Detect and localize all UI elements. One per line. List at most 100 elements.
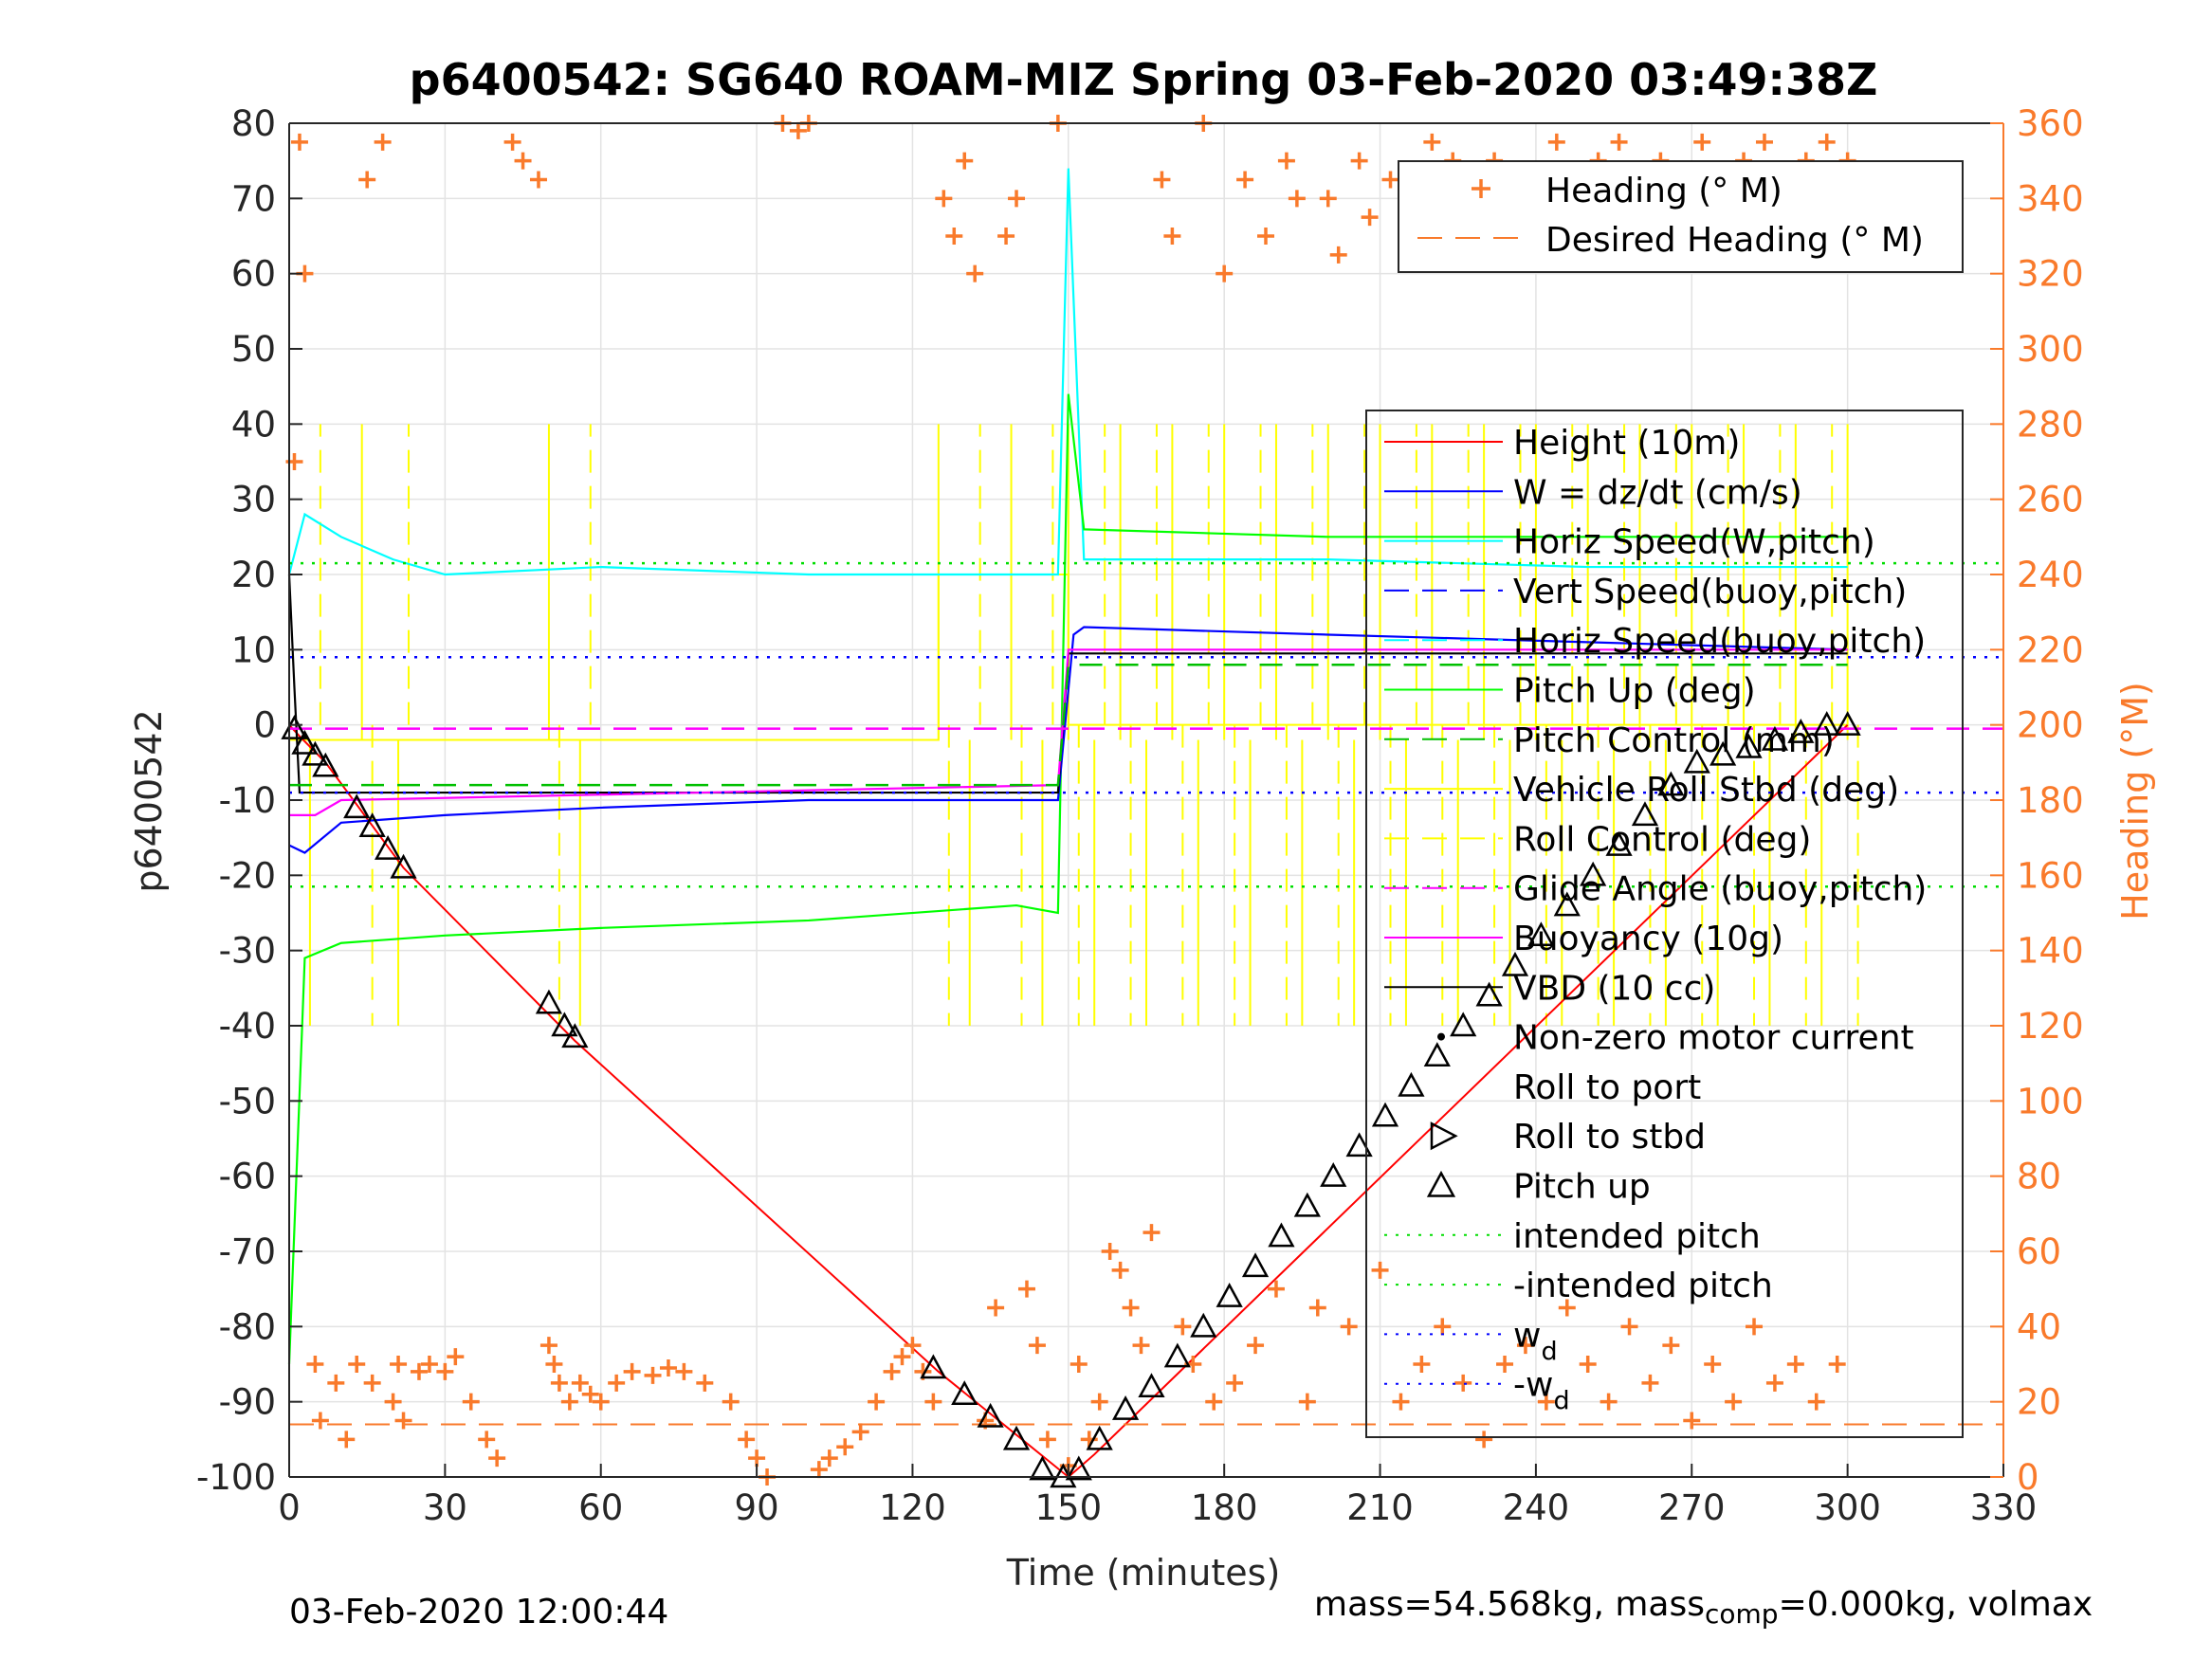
heading-marker (384, 1393, 402, 1411)
y-tick-label: -90 (219, 1382, 276, 1423)
heading-marker (1413, 1356, 1431, 1373)
heading-marker (394, 1412, 412, 1430)
y-tick-label: 30 (231, 480, 276, 520)
x-tick-label: 210 (1346, 1487, 1414, 1528)
legend-label: Pitch Up (deg) (1513, 672, 1756, 711)
pitch-up-marker (551, 1012, 578, 1037)
heading-marker (1247, 1337, 1265, 1355)
pitch-up-marker (1398, 1071, 1425, 1097)
y-right-tick-label: 300 (2017, 329, 2084, 370)
heading-marker (1496, 1356, 1514, 1373)
heading-marker (1008, 190, 1026, 208)
heading-marker (1319, 190, 1337, 208)
pitch-up-marker (1761, 725, 1789, 751)
y-right-tick-label: 140 (2017, 931, 2084, 972)
legend-heading: Heading (° M) Desired Heading (° M) (1398, 160, 1964, 273)
y-tick-label: -40 (219, 1006, 276, 1047)
y-tick-label: -10 (219, 780, 276, 821)
heading-marker (644, 1366, 662, 1384)
y-right-tick-label: 20 (2017, 1382, 2061, 1423)
heading-marker (1277, 152, 1295, 170)
heading-marker (1111, 1261, 1129, 1279)
chart-title: p6400542: SG640 ROAM-MIZ Spring 03-Feb-2… (410, 54, 1878, 105)
legend-heading-label: Heading (° M) (1545, 172, 1782, 210)
pitch-up-marker (1657, 771, 1685, 796)
heading-marker (550, 1374, 568, 1392)
heading-marker (290, 133, 308, 151)
heading-marker (1475, 1431, 1493, 1449)
pitch-up-marker (343, 793, 371, 819)
heading-marker (529, 171, 547, 189)
heading-marker (904, 1337, 922, 1355)
y-tick-label: 40 (231, 404, 276, 445)
heading-marker (1216, 264, 1234, 283)
pitch-up-marker (1065, 1455, 1092, 1481)
legend-heading-marker (1472, 179, 1490, 198)
y-tick-label: 80 (231, 103, 276, 144)
heading-marker (1620, 1318, 1638, 1336)
heading-marker (560, 1393, 578, 1411)
pitch-up-marker (1735, 733, 1763, 758)
legend-swatch-dot (1437, 1032, 1445, 1041)
pitch-up-marker (1475, 981, 1503, 1007)
heading-marker (1704, 1356, 1722, 1373)
legend-main-box (1365, 410, 1964, 1438)
heading-marker (592, 1393, 610, 1411)
y-tick-label: 60 (231, 254, 276, 295)
legend-label: Pitch Control (mm) (1513, 721, 1835, 760)
heading-marker (1329, 246, 1347, 264)
pitch-up-marker (1320, 1162, 1347, 1187)
heading-marker (1017, 1280, 1035, 1298)
heading-marker (987, 1299, 1005, 1317)
legend-label: -intended pitch (1513, 1267, 1773, 1305)
heading-marker (1163, 228, 1181, 245)
heading-marker (447, 1348, 465, 1366)
y-tick-label: 50 (231, 329, 276, 370)
heading-marker (1288, 190, 1306, 208)
heading-marker (1765, 1374, 1783, 1392)
heading-marker (1205, 1393, 1223, 1411)
heading-marker (1381, 171, 1399, 189)
heading-marker (608, 1374, 626, 1392)
heading-marker (503, 133, 521, 151)
heading-marker (1340, 1318, 1358, 1336)
legend-label: Non-zero motor current (1513, 1019, 1914, 1058)
y-right-tick-label: 320 (2017, 254, 2084, 295)
footer-mass: mass=54.568kg, masscomp=0.000kg, volmax (1314, 1585, 2093, 1630)
legend-label: W = dz/dt (cm/s) (1513, 473, 1802, 512)
x-tick-label: 270 (1658, 1487, 1726, 1528)
legend-label: Horiz Speed(buoy,pitch) (1513, 622, 1926, 661)
legend-main: Height (10m) W = dz/dt (cm/s) Horiz Speed(… (1365, 410, 1964, 1438)
y-tick-label: -50 (219, 1081, 276, 1121)
heading-marker (789, 121, 807, 139)
pitch-up-marker (1268, 1222, 1295, 1248)
heading-marker (1226, 1374, 1244, 1392)
heading-marker (363, 1374, 381, 1392)
pitch-up-marker (1813, 711, 1840, 736)
heading-marker (1038, 1431, 1056, 1449)
y-right-tick-label: 60 (2017, 1231, 2061, 1272)
pitch-up-marker (1834, 711, 1861, 736)
y-tick-label: 20 (231, 555, 276, 595)
heading-marker (488, 1449, 506, 1468)
y-tick-label: -60 (219, 1157, 276, 1197)
pitch-up-marker (1450, 1012, 1477, 1037)
y-right-tick-label: 360 (2017, 103, 2084, 144)
heading-marker (1069, 1356, 1088, 1373)
x-tick-label: 30 (423, 1487, 467, 1528)
heading-marker (1558, 1299, 1576, 1317)
pitch-up-marker (358, 812, 386, 838)
y-right-tick-label: 200 (2017, 705, 2084, 746)
heading-marker (1725, 1393, 1743, 1411)
y-tick-label: -80 (219, 1306, 276, 1347)
legend-swatch-tri (1426, 1170, 1456, 1197)
heading-marker (1547, 133, 1565, 151)
heading-marker (1132, 1337, 1150, 1355)
heading-marker (1122, 1299, 1140, 1317)
pitch-up-marker (1345, 1132, 1373, 1158)
heading-marker (1807, 1393, 1825, 1411)
series-line (288, 626, 1848, 854)
y-right-tick-label: 80 (2017, 1157, 2061, 1197)
series-line (287, 168, 1848, 576)
heading-marker (1610, 133, 1628, 151)
